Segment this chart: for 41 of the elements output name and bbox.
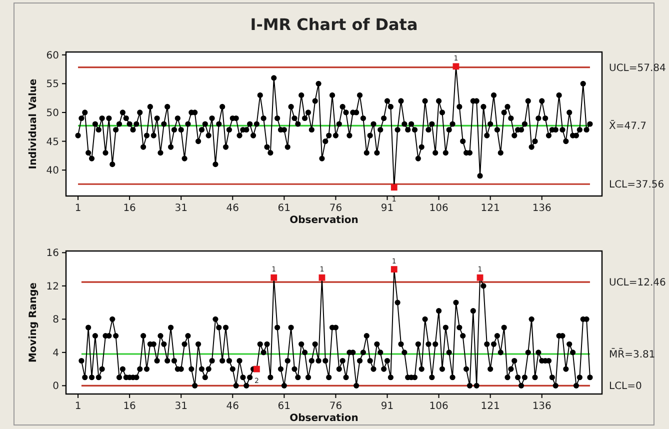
x-tick-label: 46 [226,401,240,412]
y-tick-label: 40 [46,166,59,177]
ref-line-label: X̄=47.7 [609,119,646,132]
x-tick-label: 91 [380,401,394,412]
x-tick-label: 16 [123,401,136,412]
x-tick-label: 121 [480,203,500,214]
ref-line-label: UCL=57.84 [609,62,666,74]
x-tick-label: 106 [429,401,448,412]
x-tick-label: 31 [174,401,188,412]
y-axis-title: Moving Range [28,282,39,363]
x-tick-label: 136 [532,401,552,412]
x-axis-title: Observation [290,413,358,424]
x-tick-label: 61 [278,203,291,214]
y-tick-label: 8 [52,314,59,326]
x-tick-label: 136 [532,203,552,214]
x-tick-label: 1 [74,203,82,214]
ref-line-label: LCL=0 [609,381,642,392]
ref-line-label: M̄R̄=3.81 [609,348,656,361]
ref-line-label: UCL=12.46 [609,278,666,289]
y-tick-label: 0 [52,381,59,392]
y-tick-label: 60 [46,50,59,62]
x-tick-label: 76 [329,203,342,214]
x-tick-label: 106 [429,203,448,214]
ref-line-label: LCL=37.56 [609,180,664,191]
y-tick-label: 55 [46,79,59,90]
x-tick-label: 76 [329,401,342,412]
y-tick-label: 16 [46,248,59,260]
x-tick-label: 1 [74,401,82,412]
x-tick-label: 61 [278,401,291,412]
y-axis-title: Individual Value [28,78,39,170]
y-tick-label: 12 [46,281,59,292]
y-tick-label: 4 [52,348,59,359]
chart-title: I-MR Chart of Data [250,15,418,34]
x-tick-label: 16 [123,203,136,214]
x-tick-label: 46 [226,203,240,214]
y-tick-label: 50 [46,108,59,119]
x-axis-title: Observation [290,215,358,226]
y-tick-label: 45 [46,136,59,148]
x-tick-label: 121 [480,401,500,412]
x-tick-label: 31 [174,203,188,214]
x-tick-label: 91 [380,203,394,214]
